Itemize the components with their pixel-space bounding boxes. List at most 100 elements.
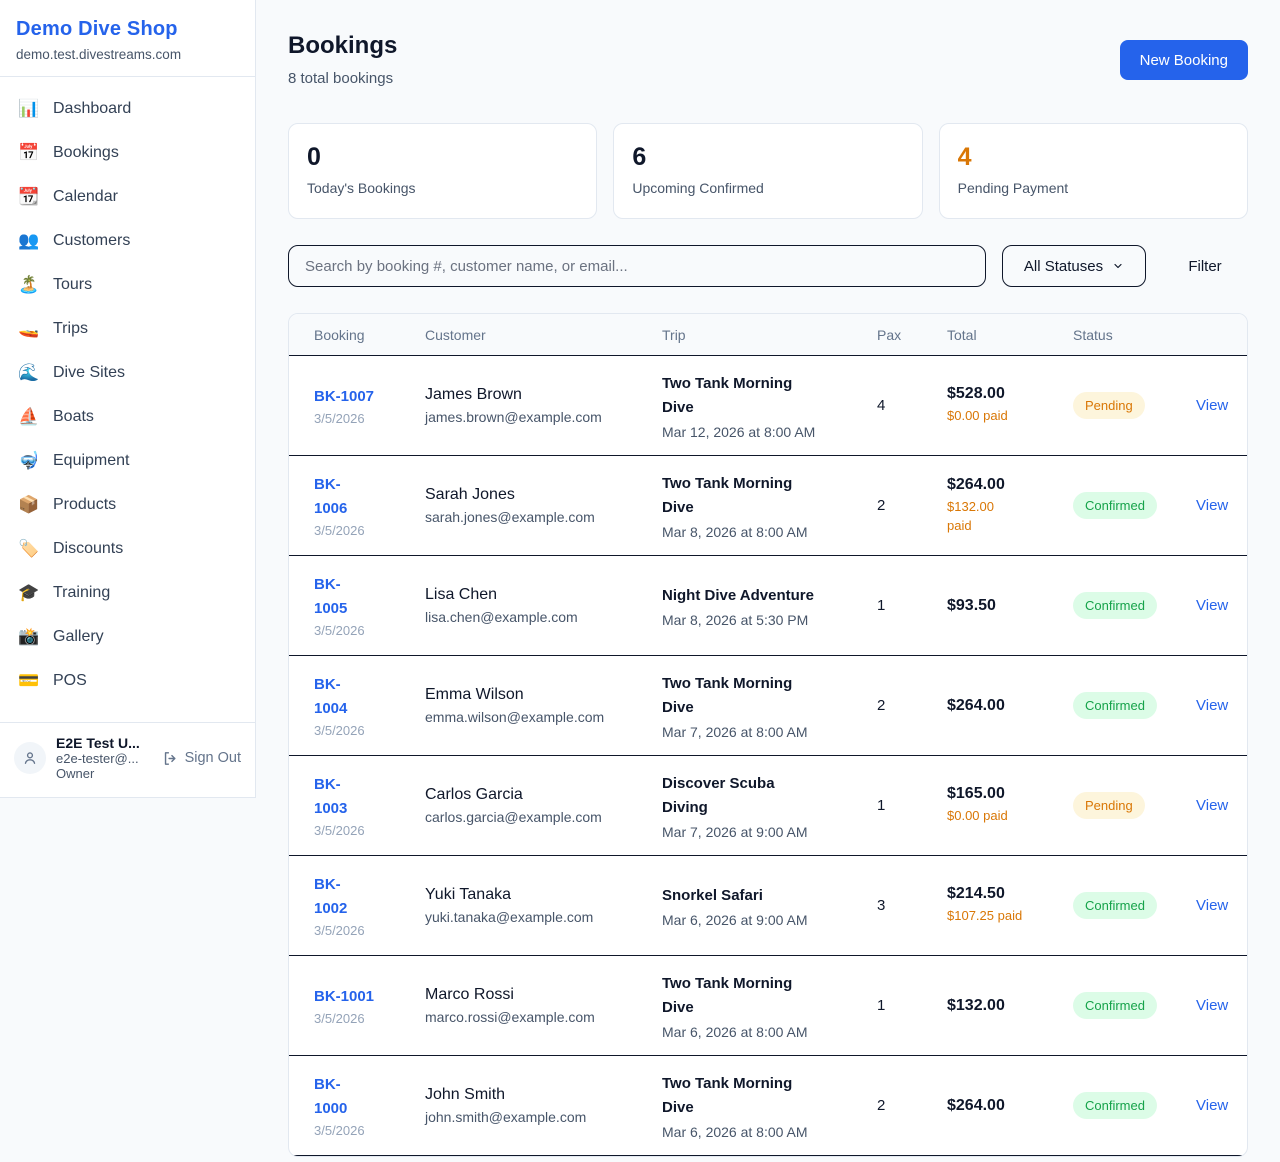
view-link[interactable]: View bbox=[1196, 596, 1229, 614]
booking-cell: BK- 1000 3/5/2026 bbox=[314, 1073, 425, 1138]
view-link[interactable]: View bbox=[1196, 1096, 1229, 1114]
booking-cell: BK- 1006 3/5/2026 bbox=[314, 473, 425, 538]
stat-value: 6 bbox=[632, 143, 647, 171]
page-title: Bookings bbox=[288, 32, 398, 59]
customer-email: james.brown@example.com bbox=[425, 409, 602, 425]
user-email: e2e-tester@... bbox=[56, 751, 139, 766]
booking-id-link[interactable]: BK- 1003 bbox=[314, 776, 348, 817]
nav-label: Gallery bbox=[53, 628, 104, 645]
sidebar-item[interactable]: 🌊 Dive Sites bbox=[8, 351, 247, 395]
view-link[interactable]: View bbox=[1196, 396, 1229, 414]
shop-name: Demo Dive Shop bbox=[16, 18, 178, 40]
booking-id-link[interactable]: BK- 1005 bbox=[314, 576, 348, 617]
trip-datetime: Mar 12, 2026 at 8:00 AM bbox=[662, 423, 816, 440]
sidebar-item[interactable]: 👥 Customers bbox=[8, 219, 247, 263]
trip-name: Night Dive Adventure bbox=[662, 586, 814, 604]
sidebar-item[interactable]: 📸 Gallery bbox=[8, 615, 247, 659]
paid-amount: $107.25 paid bbox=[947, 908, 1023, 924]
stat-label: Pending Payment bbox=[957, 180, 1069, 196]
status-filter-select[interactable]: All Statuses bbox=[1002, 245, 1146, 287]
sidebar-item[interactable]: 📦 Products bbox=[8, 483, 247, 527]
shop-domain: demo.test.divestreams.com bbox=[16, 47, 182, 62]
nav-icon: 📆 bbox=[18, 187, 40, 206]
customer-name: James Brown bbox=[425, 386, 522, 403]
user-icon bbox=[24, 752, 36, 764]
customer-name: Carlos Garcia bbox=[425, 786, 523, 803]
view-link[interactable]: View bbox=[1196, 796, 1229, 814]
total-amount: $264.00 bbox=[947, 1096, 1005, 1114]
booking-id-link[interactable]: BK- 1006 bbox=[314, 476, 348, 517]
booking-id-link[interactable]: BK- 1004 bbox=[314, 676, 348, 717]
pax-count: 1 bbox=[877, 597, 886, 614]
trip-cell: Discover Scuba Diving Mar 7, 2026 at 9:0… bbox=[662, 772, 877, 840]
total-amount: $132.00 bbox=[947, 996, 1005, 1014]
trip-cell: Two Tank Morning Dive Mar 7, 2026 at 8:0… bbox=[662, 672, 877, 740]
total-cell: $264.00 bbox=[947, 697, 1073, 715]
view-link[interactable]: View bbox=[1196, 696, 1229, 714]
table-row: BK- 1004 3/5/2026 Emma Wilson emma.wilso… bbox=[289, 656, 1247, 756]
sidebar-item[interactable]: 💳 POS bbox=[8, 659, 247, 703]
sidebar: Demo Dive Shop demo.test.divestreams.com… bbox=[0, 0, 256, 798]
customer-cell: John Smith john.smith@example.com bbox=[425, 1086, 662, 1125]
status-badge: Pending bbox=[1073, 792, 1145, 819]
sidebar-item[interactable]: 📊 Dashboard bbox=[8, 87, 247, 131]
booking-id-link[interactable]: BK-1007 bbox=[314, 387, 375, 405]
trip-name: Two Tank Morning Dive bbox=[662, 974, 793, 1016]
customer-cell: Sarah Jones sarah.jones@example.com bbox=[425, 486, 662, 525]
user-name: E2E Test U... bbox=[56, 735, 140, 751]
nav-label: Training bbox=[53, 584, 111, 601]
user-section: E2E Test U... e2e-tester@... Owner Sign … bbox=[0, 722, 255, 797]
logout-icon bbox=[164, 751, 176, 765]
trip-datetime: Mar 7, 2026 at 8:00 AM bbox=[662, 723, 808, 740]
booking-id-link[interactable]: BK- 1002 bbox=[314, 876, 348, 917]
pax-count: 2 bbox=[877, 697, 886, 714]
booking-id-link[interactable]: BK- 1000 bbox=[314, 1076, 348, 1117]
sidebar-item[interactable]: 🏷️ Discounts bbox=[8, 527, 247, 571]
sidebar-item[interactable]: 📆 Calendar bbox=[8, 175, 247, 219]
main-content: Bookings 8 total bookings New Booking 0 … bbox=[288, 0, 1248, 1162]
total-amount: $93.50 bbox=[947, 596, 996, 614]
paid-amount: $132.00 paid bbox=[947, 498, 994, 533]
view-link[interactable]: View bbox=[1196, 896, 1229, 914]
stat-label: Today's Bookings bbox=[307, 180, 416, 196]
nav-icon: 📊 bbox=[18, 99, 40, 118]
status-cell: Confirmed bbox=[1073, 592, 1196, 619]
total-amount: $264.00 bbox=[947, 696, 1005, 714]
nav-label: Calendar bbox=[53, 188, 118, 205]
nav-label: Dive Sites bbox=[53, 364, 126, 381]
sidebar-item[interactable]: ⛵ Boats bbox=[8, 395, 247, 439]
sidebar-item[interactable]: 🏝️ Tours bbox=[8, 263, 247, 307]
trip-cell: Snorkel Safari Mar 6, 2026 at 9:00 AM bbox=[662, 884, 877, 928]
status-badge: Confirmed bbox=[1073, 1092, 1157, 1119]
pax-count: 2 bbox=[877, 497, 886, 514]
booking-cell: BK-1001 3/5/2026 bbox=[314, 985, 425, 1026]
table-header-row: Booking Customer Trip Pax Total Status bbox=[289, 314, 1247, 356]
sidebar-nav: 📊 Dashboard 📅 Bookings 📆 Calendar 👥 Cust… bbox=[0, 77, 255, 722]
view-link[interactable]: View bbox=[1196, 996, 1229, 1014]
customer-email: lisa.chen@example.com bbox=[425, 609, 578, 625]
sidebar-item[interactable]: 📅 Bookings bbox=[8, 131, 247, 175]
view-link[interactable]: View bbox=[1196, 496, 1229, 514]
trip-cell: Two Tank Morning Dive Mar 12, 2026 at 8:… bbox=[662, 372, 877, 440]
nav-icon: 📸 bbox=[18, 627, 40, 646]
new-booking-button[interactable]: New Booking bbox=[1119, 40, 1248, 80]
sidebar-item[interactable]: 🚤 Trips bbox=[8, 307, 247, 351]
trip-name: Discover Scuba Diving bbox=[662, 774, 775, 816]
status-badge: Pending bbox=[1073, 392, 1145, 419]
customer-name: Marco Rossi bbox=[425, 986, 514, 1003]
stat-card: 6 Upcoming Confirmed bbox=[613, 123, 923, 219]
sign-out-button[interactable]: Sign Out bbox=[162, 750, 241, 767]
customer-cell: Lisa Chen lisa.chen@example.com bbox=[425, 586, 662, 625]
booking-cell: BK- 1003 3/5/2026 bbox=[314, 773, 425, 838]
customer-email: sarah.jones@example.com bbox=[425, 509, 595, 525]
sidebar-item[interactable]: 🎓 Training bbox=[8, 571, 247, 615]
nav-label: Boats bbox=[53, 408, 94, 425]
filter-button[interactable]: Filter bbox=[1188, 257, 1222, 275]
status-cell: Pending bbox=[1073, 792, 1196, 819]
table-row: BK- 1006 3/5/2026 Sarah Jones sarah.jone… bbox=[289, 456, 1247, 556]
status-badge: Confirmed bbox=[1073, 992, 1157, 1019]
nav-label: Equipment bbox=[53, 452, 130, 469]
search-input[interactable] bbox=[288, 245, 986, 287]
sidebar-item[interactable]: 🤿 Equipment bbox=[8, 439, 247, 483]
booking-id-link[interactable]: BK-1001 bbox=[314, 987, 375, 1005]
